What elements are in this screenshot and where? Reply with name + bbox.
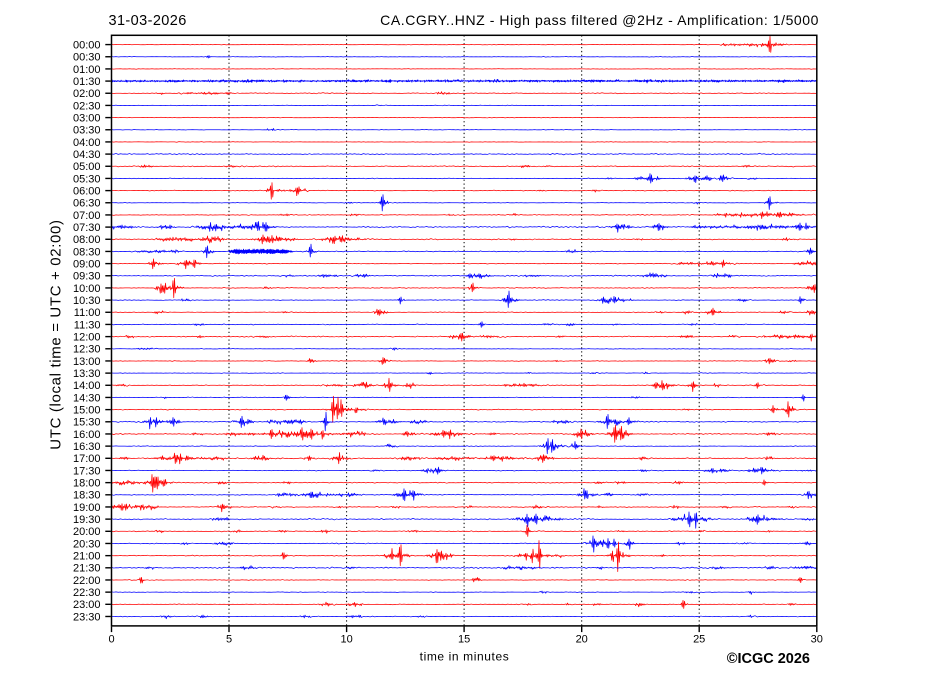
svg-text:14:30: 14:30: [73, 392, 101, 404]
svg-text:17:00: 17:00: [73, 453, 101, 465]
svg-text:07:00: 07:00: [73, 210, 101, 222]
svg-text:02:30: 02:30: [73, 100, 101, 112]
svg-text:23:00: 23:00: [73, 599, 101, 611]
svg-text:19:00: 19:00: [73, 502, 101, 514]
svg-text:12:30: 12:30: [73, 344, 101, 356]
svg-text:16:30: 16:30: [73, 441, 101, 453]
svg-text:11:00: 11:00: [74, 307, 101, 319]
svg-text:19:30: 19:30: [73, 514, 101, 526]
svg-text:time in minutes: time in minutes: [420, 650, 510, 664]
svg-text:5: 5: [226, 634, 232, 646]
svg-text:07:30: 07:30: [73, 222, 101, 234]
svg-text:13:00: 13:00: [73, 356, 101, 368]
svg-text:05:00: 05:00: [73, 161, 101, 173]
svg-text:10:30: 10:30: [73, 295, 101, 307]
svg-text:09:30: 09:30: [73, 271, 101, 283]
svg-text:11:30: 11:30: [74, 319, 101, 331]
svg-text:21:30: 21:30: [73, 563, 101, 575]
svg-text:22:30: 22:30: [73, 587, 101, 599]
svg-text:10: 10: [340, 634, 352, 646]
svg-text:20:30: 20:30: [73, 538, 101, 550]
svg-text:10:00: 10:00: [73, 283, 101, 295]
svg-text:00:30: 00:30: [73, 52, 101, 64]
svg-text:30: 30: [811, 634, 823, 646]
svg-text:22:00: 22:00: [73, 575, 101, 587]
svg-text:UTC (local time = UTC + 02:00): UTC (local time = UTC + 02:00): [48, 219, 65, 449]
svg-text:13:30: 13:30: [73, 368, 101, 380]
svg-text:20: 20: [576, 634, 588, 646]
svg-text:14:00: 14:00: [73, 380, 101, 392]
svg-text:08:30: 08:30: [73, 246, 101, 258]
svg-text:15:30: 15:30: [73, 417, 101, 429]
svg-text:31-03-2026: 31-03-2026: [109, 13, 187, 29]
svg-text:18:30: 18:30: [73, 490, 101, 502]
svg-text:20:00: 20:00: [73, 526, 101, 538]
svg-text:04:30: 04:30: [73, 149, 101, 161]
svg-text:25: 25: [693, 634, 705, 646]
svg-text:01:30: 01:30: [73, 76, 101, 88]
svg-text:0: 0: [108, 634, 114, 646]
svg-text:06:30: 06:30: [73, 198, 101, 210]
svg-text:12:00: 12:00: [73, 332, 101, 344]
svg-text:09:00: 09:00: [73, 259, 101, 271]
svg-text:03:30: 03:30: [73, 125, 101, 137]
svg-text:17:30: 17:30: [73, 465, 101, 477]
svg-text:15:00: 15:00: [73, 405, 101, 417]
svg-text:18:00: 18:00: [73, 478, 101, 490]
svg-text:06:00: 06:00: [73, 186, 101, 198]
svg-text:15: 15: [458, 634, 470, 646]
svg-text:03:00: 03:00: [73, 112, 101, 124]
svg-text:08:00: 08:00: [73, 234, 101, 246]
svg-text:02:00: 02:00: [73, 88, 101, 100]
svg-text:©ICGC 2026: ©ICGC 2026: [727, 651, 810, 667]
svg-text:16:00: 16:00: [73, 429, 101, 441]
svg-text:00:00: 00:00: [73, 39, 101, 51]
svg-text:23:30: 23:30: [73, 611, 101, 623]
svg-text:05:30: 05:30: [73, 173, 101, 185]
svg-text:21:00: 21:00: [73, 551, 101, 563]
svg-text:01:00: 01:00: [73, 64, 101, 76]
svg-text:04:00: 04:00: [73, 137, 101, 149]
svg-text:CA.CGRY..HNZ - High pass filte: CA.CGRY..HNZ - High pass filtered @2Hz -…: [380, 12, 819, 28]
